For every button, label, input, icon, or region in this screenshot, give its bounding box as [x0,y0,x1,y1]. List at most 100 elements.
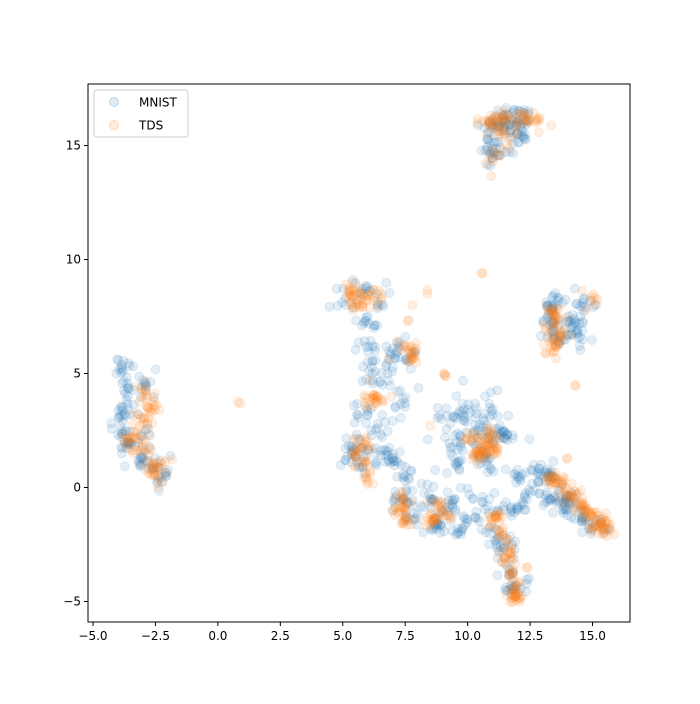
data-point [558,497,569,508]
data-point [363,341,374,352]
data-point [492,570,503,581]
data-point [432,495,443,506]
data-point [354,302,365,312]
data-point [599,526,610,537]
data-point [140,464,151,475]
data-point [473,120,483,131]
data-point [143,467,154,478]
data-point [566,329,577,340]
data-point [370,366,381,377]
data-point [545,494,556,505]
legend-label-tds: TDS [138,119,163,133]
data-point [416,500,427,511]
data-point [500,113,511,124]
data-point [128,448,138,458]
data-point [141,390,152,401]
data-point [346,448,357,459]
data-point [461,434,472,445]
data-point [428,523,439,534]
data-point [482,115,493,126]
data-point [482,119,493,130]
data-point [506,125,517,136]
y-tick-label: 5 [73,367,81,381]
data-point [347,275,358,285]
data-point [544,471,555,482]
data-point [500,585,511,596]
data-point [517,469,528,480]
data-point [574,506,585,517]
data-point [137,440,148,451]
data-point [125,437,136,448]
data-point [464,489,475,500]
data-point [401,484,412,494]
data-point [505,119,515,130]
data-point [143,463,154,474]
data-point [399,504,410,515]
data-point [369,320,380,331]
data-point [457,398,468,409]
data-point [152,464,163,475]
data-point [484,117,494,128]
data-point [374,285,385,296]
data-point [535,469,546,480]
data-point [375,429,386,440]
data-point [401,486,412,497]
data-point [124,360,135,371]
data-point [361,283,372,294]
data-point [384,346,395,357]
data-point [455,436,466,447]
data-point [482,159,493,170]
data-point [497,114,508,125]
data-point [405,519,416,530]
data-point [534,127,544,138]
data-point [521,578,532,589]
data-point [360,281,371,291]
data-point [502,585,513,596]
data-point [497,114,508,125]
data-point [410,513,421,524]
data-point [509,582,520,592]
data-point [119,409,130,420]
data-point [548,329,559,340]
data-point [388,495,398,506]
data-point [407,354,418,365]
data-point [445,418,456,429]
data-point [456,526,467,537]
data-point [118,433,129,444]
data-point [511,120,522,131]
data-point [382,368,393,379]
data-point [468,438,479,449]
data-point [498,501,509,512]
data-point [551,494,561,505]
data-point [402,497,413,508]
data-point [512,129,523,140]
data-point [115,420,126,431]
data-point [569,283,580,294]
data-point [387,449,398,459]
data-point [356,443,367,454]
data-point [510,536,521,547]
data-point [367,375,378,386]
data-point [577,512,588,523]
data-point [564,499,575,509]
data-point [518,132,529,143]
data-point [532,468,543,479]
data-point [135,461,146,472]
data-point [444,510,455,521]
data-point [518,112,529,123]
data-point [430,465,441,476]
data-point [566,512,577,523]
data-point [562,330,573,340]
data-point [112,354,123,365]
data-point [360,451,371,462]
data-point [475,419,486,430]
data-point [149,470,160,481]
data-point [448,411,459,422]
data-point [486,464,496,475]
data-point [573,332,584,343]
data-point [145,469,156,480]
data-point [601,508,612,518]
data-point [352,399,363,409]
data-point [113,355,124,366]
data-point [545,493,556,504]
